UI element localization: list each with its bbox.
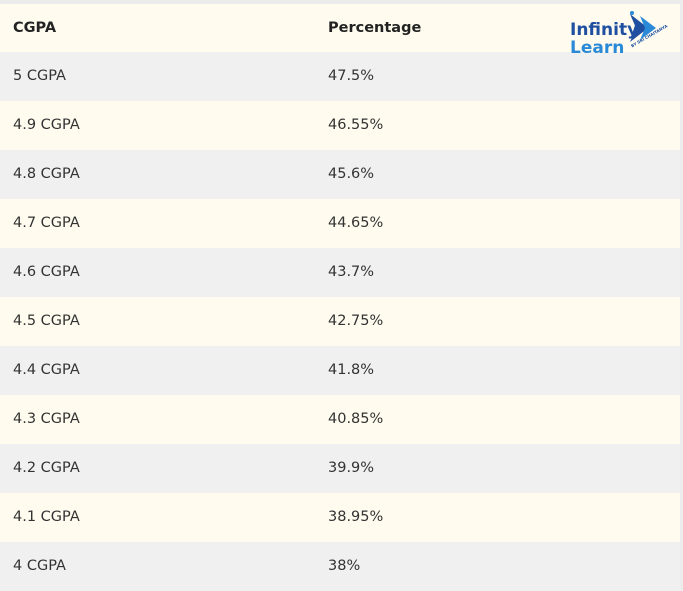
table-cell: 4.9 CGPA <box>13 117 80 133</box>
table-row: 5 CGPA 47.5% <box>0 52 680 101</box>
header-cell: CGPA <box>13 20 57 36</box>
table-cell: 46.55% <box>328 117 384 133</box>
table-cell: 38% <box>328 558 361 574</box>
header-cell: Percentage <box>328 20 422 36</box>
table-cell: 40.85% <box>328 411 384 427</box>
table-row: 4.1 CGPA 38.95% <box>0 493 680 542</box>
table-cell: 4.4 CGPA <box>13 362 80 378</box>
table-cell: 4.6 CGPA <box>13 264 80 280</box>
table-cell: 44.65% <box>328 215 384 231</box>
table-row: 4.5 CGPA 42.75% <box>0 297 680 346</box>
table-cell: 41.8% <box>328 362 375 378</box>
table-row: 4.3 CGPA 40.85% <box>0 395 680 444</box>
table-cell: 45.6% <box>328 166 375 182</box>
table-row: 4.6 CGPA 43.7% <box>0 248 680 297</box>
table-cell: 4 CGPA <box>13 558 66 574</box>
table-row: 4.9 CGPA 46.55% <box>0 101 680 150</box>
table-cell: 4.5 CGPA <box>13 313 80 329</box>
table-cell: 4.2 CGPA <box>13 460 80 476</box>
logo-line2: Learn <box>570 38 625 58</box>
table-cell: 4.3 CGPA <box>13 411 80 427</box>
table-cell: 38.95% <box>328 509 384 525</box>
table-cell: 39.9% <box>328 460 375 476</box>
table-cell: 43.7% <box>328 264 375 280</box>
logo-line1: Infinity <box>570 20 639 40</box>
table-cell: 4.1 CGPA <box>13 509 80 525</box>
header-row: CGPA Percentage <box>0 4 680 52</box>
table-cell: 4.7 CGPA <box>13 215 80 231</box>
table-cell: 5 CGPA <box>13 68 66 84</box>
logo-icon <box>630 11 656 42</box>
table-row: 4.7 CGPA 44.65% <box>0 199 680 248</box>
table-cell: 47.5% <box>328 68 375 84</box>
table-cell: 42.75% <box>328 313 384 329</box>
table-row: 4.2 CGPA 39.9% <box>0 444 680 493</box>
table-row: 4 CGPA 38% <box>0 542 680 591</box>
table: CGPA Percentage 5 CGPA 47.5% 4.9 CGPA 46.55… <box>0 4 680 591</box>
table-row: 4.8 CGPA 45.6% <box>0 150 680 199</box>
table-cell: 4.8 CGPA <box>13 166 80 182</box>
table-row: 4.4 CGPA 41.8% <box>0 346 680 395</box>
logo: Infinity Learn BY SRI CHAITANYA <box>568 6 668 58</box>
